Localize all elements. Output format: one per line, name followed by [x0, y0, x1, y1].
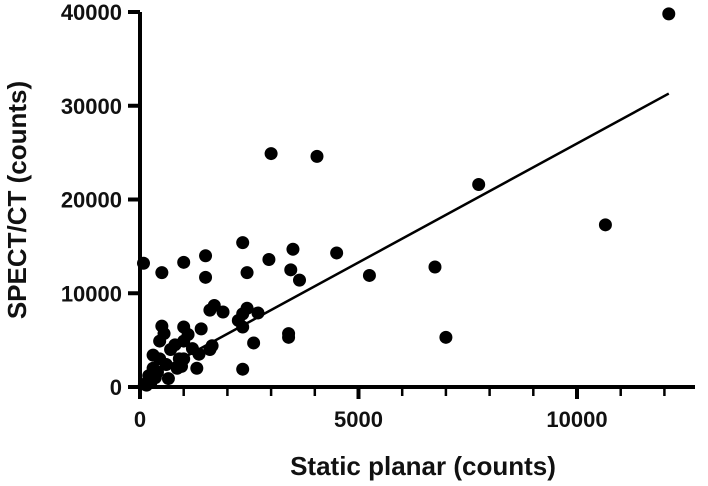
data-point [153, 334, 167, 348]
points-layer [136, 7, 676, 392]
data-point [146, 348, 160, 362]
y-tick-label: 10000 [61, 281, 122, 306]
y-tick-label: 20000 [61, 188, 122, 213]
y-tick-label: 40000 [61, 0, 122, 25]
x-axis-title: Static planar (counts) [290, 451, 556, 481]
data-point [264, 147, 278, 161]
data-point [203, 303, 217, 317]
data-point [598, 218, 612, 232]
data-point [284, 263, 298, 277]
y-axis-title: SPECT/CT (counts) [2, 81, 32, 319]
data-point [199, 249, 213, 263]
data-point [262, 253, 276, 266]
data-point [199, 270, 213, 284]
data-point [439, 330, 453, 344]
data-point [236, 236, 250, 250]
data-point [155, 319, 169, 333]
x-tick-label: 0 [134, 407, 146, 432]
data-point [236, 362, 250, 376]
data-point [428, 260, 442, 274]
data-point [282, 330, 296, 344]
data-point [177, 320, 191, 334]
data-point [310, 149, 324, 163]
data-point [330, 246, 344, 260]
data-point [161, 372, 175, 386]
data-point [177, 255, 191, 269]
x-tick-label: 10000 [546, 407, 607, 432]
y-tick-label: 30000 [61, 94, 122, 119]
y-axis: 0 10000 20000 30000 40000 [61, 0, 142, 400]
data-point [164, 343, 178, 356]
data-point [175, 359, 189, 373]
data-point [293, 273, 307, 287]
data-point [472, 178, 486, 191]
data-point [194, 322, 208, 336]
y-tick-label: 0 [110, 375, 122, 400]
x-tick-label: 5000 [334, 407, 383, 432]
data-point [286, 242, 300, 256]
regression-line [139, 92, 670, 383]
data-point [155, 266, 169, 280]
data-point [662, 7, 676, 21]
x-axis: 0 5000 10000 [134, 385, 695, 432]
data-point [190, 361, 204, 375]
data-point [247, 336, 261, 350]
data-point [240, 266, 254, 280]
data-point [362, 268, 376, 282]
